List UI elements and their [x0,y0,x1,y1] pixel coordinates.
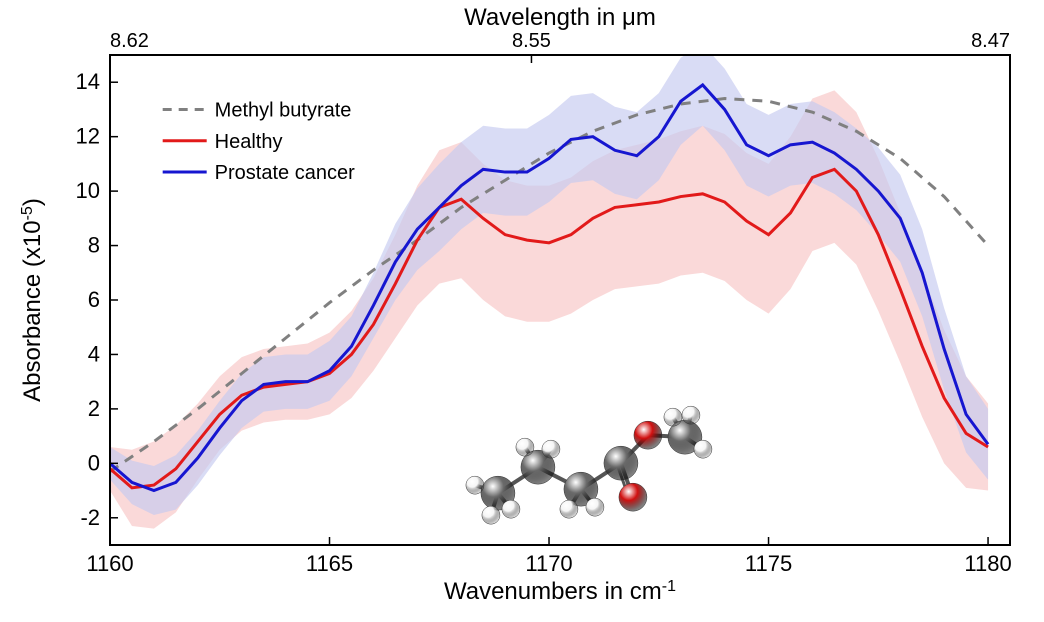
ytick-label: 0 [88,450,100,475]
chart-container: 1160 1165 1170 1175 1180 Wavenumbers in cm-1 8… [0,0,1044,622]
xtick-label: 1160 [86,551,133,576]
ytick-label: 10 [76,178,100,203]
top-tick-label: 8.47 [971,30,1010,52]
legend-label: Healthy [215,131,283,153]
legend-label: Methyl butyrate [215,99,352,121]
xtick-label: 1180 [964,551,1011,576]
chart-svg: 1160 1165 1170 1175 1180 Wavenumbers in cm-1 8… [0,0,1044,622]
top-axis-label: Wavelength in μm [464,4,656,31]
legend-label: Prostate cancer [215,162,355,184]
ytick-label: 2 [88,396,100,421]
ytick-label: 12 [76,124,100,149]
ytick-label: 8 [88,233,100,258]
molecule-inset [466,406,712,524]
x-axis-label: Wavenumbers in cm-1 [444,578,676,606]
top-tick-label: 8.55 [512,30,551,52]
xtick-label: 1165 [306,551,353,576]
ytick-label: 6 [88,287,100,312]
ytick-label: 14 [76,69,100,94]
xtick-label: 1170 [525,551,572,576]
y-axis-label: Absorbance (x10-5) [19,198,47,402]
ytick-label: 4 [88,341,100,366]
xtick-label: 1175 [745,551,792,576]
ytick-label: -2 [80,505,100,530]
top-tick-label: 8.62 [110,30,149,52]
